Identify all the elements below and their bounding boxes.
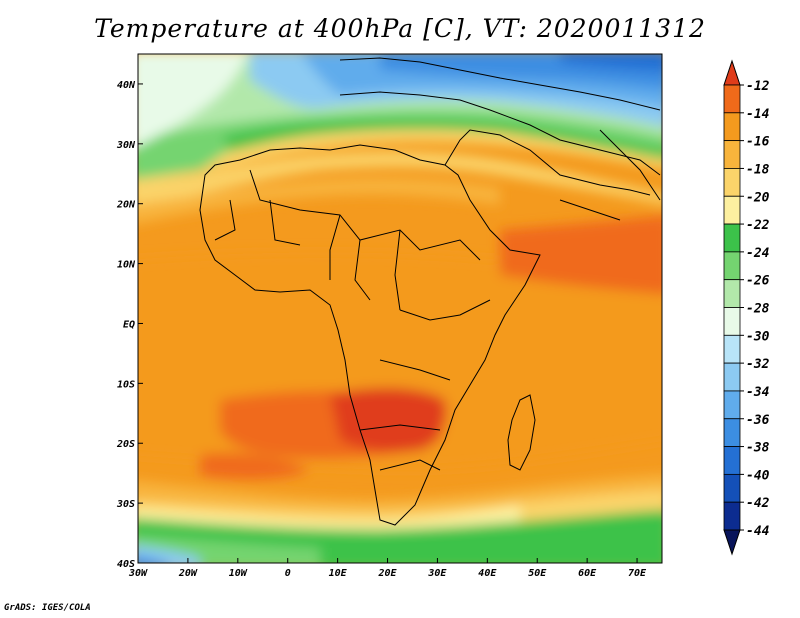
- colorbar-label: -34: [746, 385, 770, 400]
- plot-frame: [137, 53, 663, 564]
- lat-tick-label: 30S: [116, 499, 135, 510]
- colorbar-label: -30: [746, 329, 770, 344]
- colorbar-label: -32: [746, 357, 770, 372]
- colorbar-swatch: [723, 473, 741, 503]
- lat-tick-label: 10N: [117, 260, 136, 271]
- colorbar-swatch: [723, 446, 741, 475]
- lat-tick-label: 10S: [117, 379, 135, 390]
- colorbar-label: -26: [746, 274, 770, 289]
- lon-tick-label: 50E: [528, 568, 547, 579]
- lat-tick-label: 30N: [116, 140, 136, 151]
- lat-tick-label: 40S: [117, 559, 135, 570]
- lon-tick-label: 60E: [578, 568, 597, 579]
- lat-tick-label: 20N: [116, 200, 136, 211]
- colorbar-swatch: [723, 362, 741, 392]
- coastlines: [199, 57, 661, 526]
- colorbar-swatch: [723, 307, 741, 336]
- lat-tick-label: 40N: [117, 80, 136, 91]
- colorbar-label: -28: [746, 302, 770, 317]
- colorbar: -12 -14 -16 -18 -20 -22 -24 -26 -28 -30 -32 -34 -36 -…: [723, 59, 770, 556]
- temperature-field: [138, 54, 662, 563]
- colorbar-swatch: [723, 195, 741, 225]
- lon-tick-label: 40E: [478, 568, 497, 579]
- colorbar-label: -14: [746, 107, 770, 122]
- colorbar-swatch: [723, 223, 741, 253]
- colorbar-label: -40: [746, 468, 770, 483]
- lon-tick-label: 30E: [427, 568, 447, 579]
- lon-tick-label: 10E: [329, 568, 348, 579]
- colorbar-label: -38: [746, 441, 770, 456]
- colorbar-label: -20: [746, 190, 770, 205]
- colorbar-swatch: [723, 279, 741, 308]
- colorbar-swatch: [723, 168, 741, 197]
- colorbar-label: -44: [746, 524, 770, 539]
- colorbar-top-arrow: [723, 59, 741, 86]
- lat-tick-label: 20S: [116, 439, 135, 450]
- credit-label: GrADS: IGES/COLA: [4, 603, 91, 613]
- colorbar-swatch: [723, 112, 741, 142]
- lon-tick-label: 20E: [377, 568, 397, 579]
- colorbar-label: -18: [746, 162, 770, 177]
- colorbar-swatch: [723, 334, 741, 364]
- colorbar-swatch: [723, 140, 741, 169]
- lon-tick-label: 70E: [628, 568, 647, 579]
- colorbar-swatch: [723, 390, 741, 420]
- colorbar-swatch: [723, 84, 741, 114]
- lat-tick-label: EQ: [123, 319, 135, 330]
- colorbar-label: -36: [746, 413, 770, 428]
- colorbar-swatch: [723, 251, 741, 281]
- lon-tick-label: 20W: [178, 568, 198, 579]
- colorbar-label: -16: [746, 135, 770, 150]
- colorbar-label: -22: [746, 218, 770, 233]
- colorbar-swatch: [723, 418, 741, 447]
- map-title: Temperature at 400hPa [C], VT: 202001131…: [94, 14, 706, 43]
- colorbar-swatch: [723, 501, 741, 531]
- colorbar-label: -42: [746, 496, 770, 511]
- lon-tick-label: 30W: [128, 568, 148, 579]
- colorbar-label: -12: [746, 79, 770, 94]
- lon-tick-label: 10W: [229, 568, 248, 579]
- colorbar-label: -24: [746, 246, 770, 261]
- colorbar-bottom-arrow: [723, 529, 741, 556]
- lon-tick-label: 0: [285, 568, 291, 579]
